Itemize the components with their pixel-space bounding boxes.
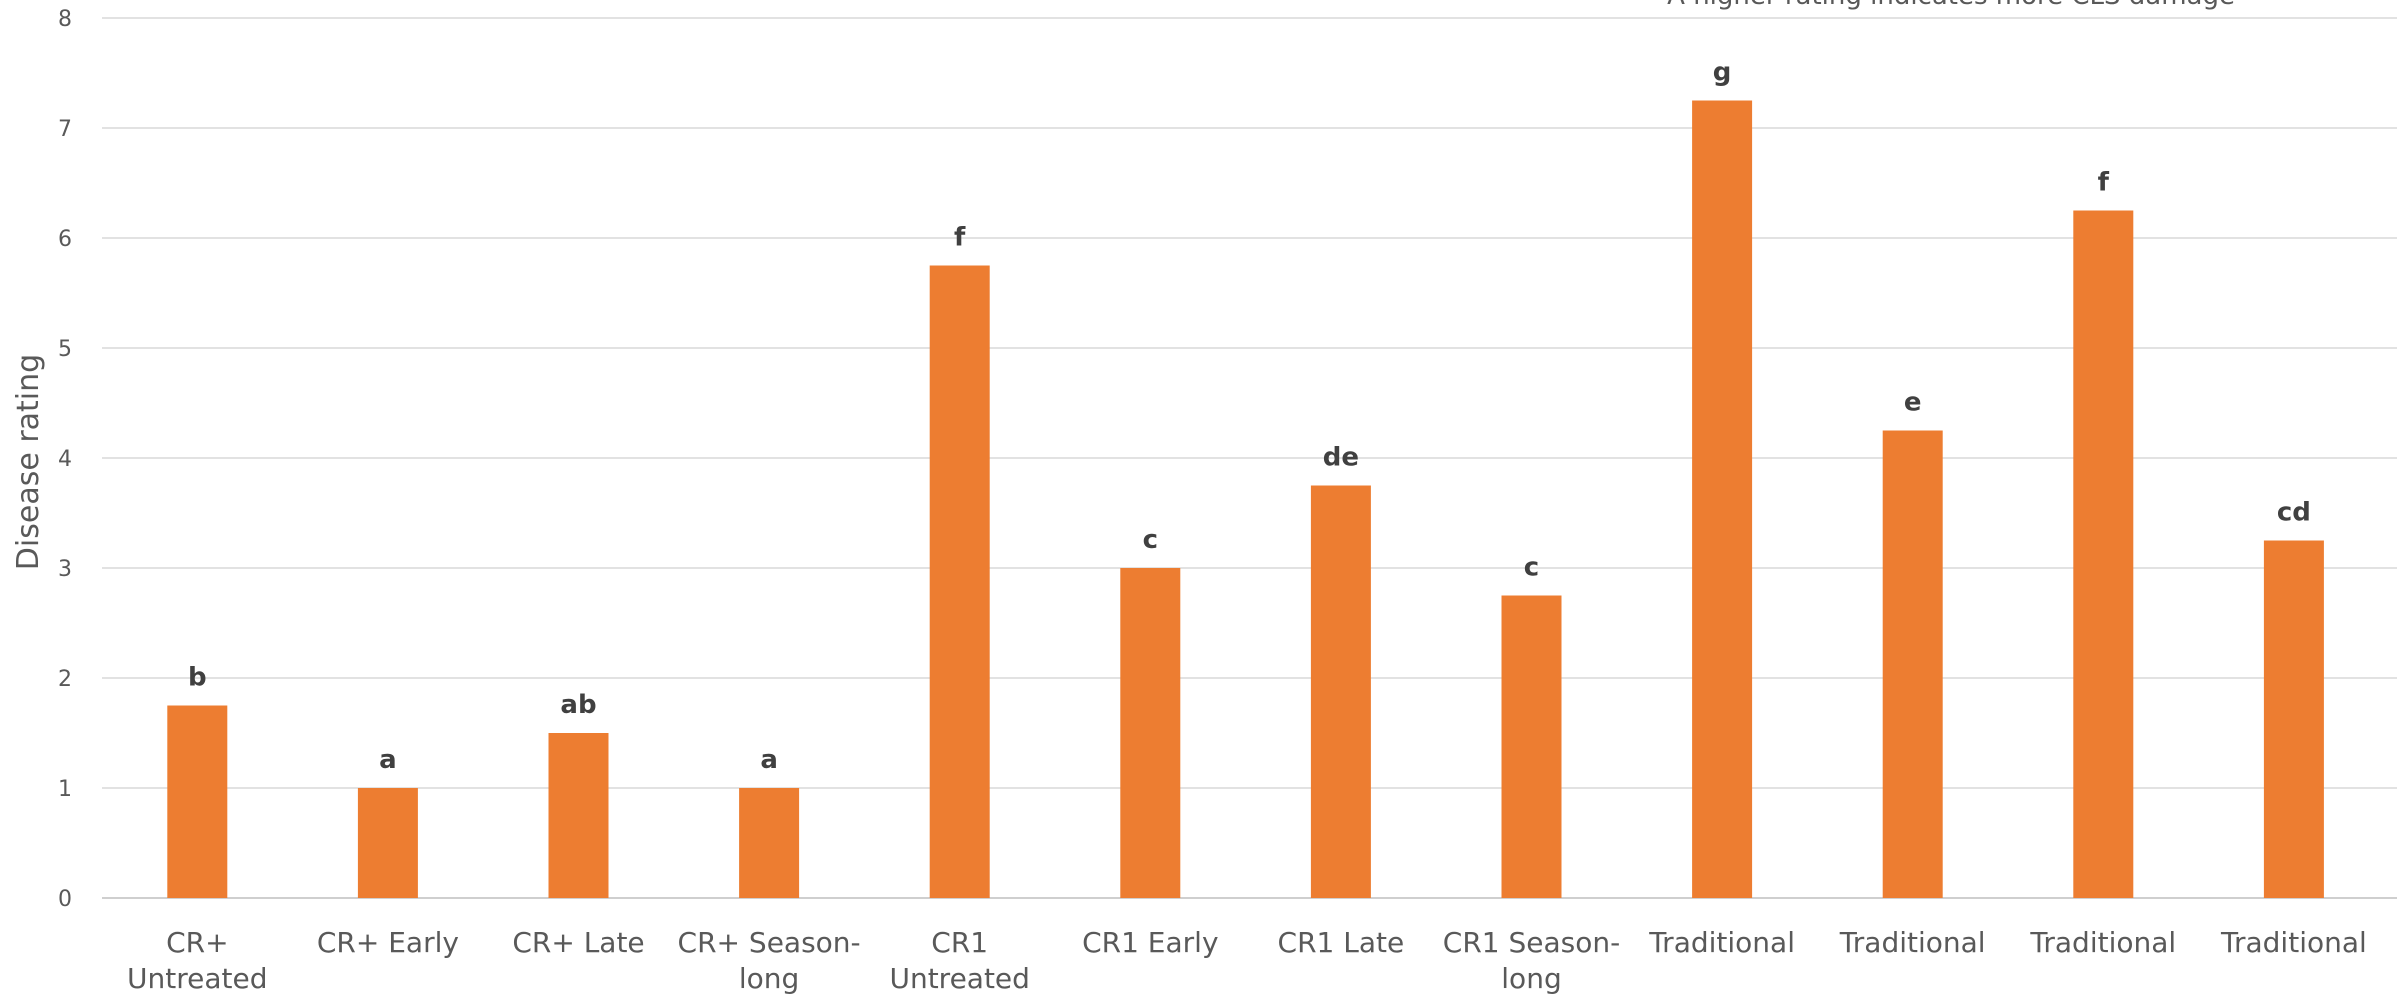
bar xyxy=(2073,210,2134,898)
bar xyxy=(167,705,228,898)
annotation-note: *A higher rating indicates more CLS dama… xyxy=(1654,0,2235,11)
y-tick-label: 0 xyxy=(58,887,72,912)
y-tick-label: 6 xyxy=(58,227,72,252)
data-label: f xyxy=(954,223,966,253)
gridlines xyxy=(102,17,2397,899)
y-tick-label: 3 xyxy=(58,557,72,582)
x-axis-categories: CR+ Untreated CR+ Early CR+ Late CR+ Season-… xyxy=(127,926,2367,995)
x-tick-label: CR+ Season-long xyxy=(678,926,861,995)
x-tick-label: CR+ Early xyxy=(317,926,459,959)
data-label: g xyxy=(1713,58,1732,88)
x-tick-label: CR1 Late xyxy=(1278,926,1405,959)
data-label: de xyxy=(1323,443,1359,473)
bar xyxy=(548,733,609,898)
data-label: c xyxy=(1524,553,1539,583)
bar xyxy=(1120,568,1181,898)
y-axis-ticks: 0 1 2 3 4 5 6 7 8 xyxy=(58,7,72,912)
data-label: f xyxy=(2098,168,2110,198)
y-tick-label: 5 xyxy=(58,337,72,362)
x-tick-label: CR+ Untreated xyxy=(127,926,267,995)
x-tick-label: CR1 Season-long xyxy=(1443,926,1620,995)
bar xyxy=(2263,540,2324,898)
y-axis-label: Disease rating xyxy=(11,354,46,570)
bar xyxy=(1882,430,1943,898)
y-tick-label: 8 xyxy=(58,7,72,32)
data-label: c xyxy=(1143,525,1158,555)
y-tick-label: 2 xyxy=(58,667,72,692)
data-label: ab xyxy=(560,690,596,720)
x-tick-label: Traditional xyxy=(1648,926,1795,959)
x-tick-label: Traditional xyxy=(1839,926,1986,959)
bar xyxy=(357,788,418,898)
data-label: e xyxy=(1904,388,1922,418)
x-tick-label: Traditional xyxy=(2220,926,2367,959)
data-label: a xyxy=(379,745,397,775)
x-tick-label: CR+ Late xyxy=(512,926,644,959)
bar xyxy=(1310,485,1371,898)
bar xyxy=(929,265,990,898)
y-tick-label: 1 xyxy=(58,777,72,802)
data-label: b xyxy=(188,663,207,693)
bars xyxy=(167,100,2324,898)
x-tick-label: CR1 Early xyxy=(1082,926,1218,959)
x-tick-label: Traditional xyxy=(2029,926,2176,959)
bar xyxy=(739,788,800,898)
bar xyxy=(1692,100,1753,898)
x-tick-label: CR1 Untreated xyxy=(889,926,1029,995)
data-label: a xyxy=(760,745,778,775)
data-labels: b a ab a f c de c g e f cd xyxy=(188,58,2311,776)
y-tick-label: 4 xyxy=(58,447,72,472)
bar xyxy=(1501,595,1562,898)
data-label: cd xyxy=(2277,498,2311,528)
y-tick-label: 7 xyxy=(58,117,72,142)
